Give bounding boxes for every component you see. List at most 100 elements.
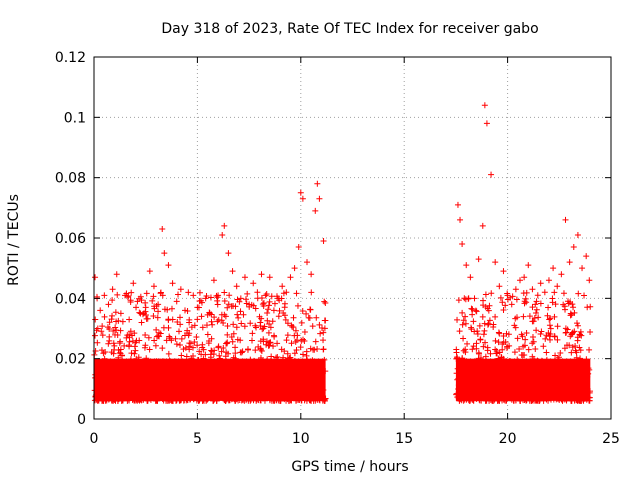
data-point [255,385,262,392]
data-point [260,300,267,307]
data-point [166,370,173,377]
data-point [502,339,509,346]
data-point [196,289,203,296]
data-point [531,315,538,322]
data-point [108,375,115,382]
data-point [288,340,295,347]
data-point [169,280,176,287]
data-point [312,207,319,214]
data-point [529,369,536,376]
data-point [133,368,140,375]
data-point [463,396,470,403]
data-point [140,394,147,401]
data-point [492,259,499,266]
data-point [459,321,466,328]
data-point [195,362,202,369]
data-point [470,397,477,404]
data-point [225,250,232,257]
data-point [513,296,520,303]
data-point [463,382,470,389]
data-point [533,306,540,313]
data-point [584,395,591,402]
y-tick-label: 0 [77,412,86,428]
data-point [261,392,268,399]
data-point [297,344,304,351]
data-point [528,386,535,393]
data-point [92,274,99,281]
data-point [137,293,144,300]
data-point [531,386,538,393]
data-point [268,395,275,402]
data-point [136,337,143,344]
data-point [311,346,318,353]
data-point [476,384,483,391]
data-point [317,390,324,397]
data-point [579,377,586,384]
data-point [176,393,183,400]
data-point [477,336,484,343]
data-point [266,274,273,281]
data-point [481,102,488,109]
data-point [292,393,299,400]
data-point [574,320,581,327]
data-point [95,364,102,371]
data-point [486,317,493,324]
data-point [460,335,467,342]
data-point [101,355,108,362]
data-point [495,369,502,376]
data-point [124,397,131,404]
data-point [125,396,132,403]
data-point [495,339,502,346]
data-point [221,396,228,403]
data-point [234,296,241,303]
data-point [159,345,166,352]
data-point [314,363,321,370]
data-point [133,355,140,362]
data-point [215,292,222,299]
data-point [224,331,231,338]
data-point [215,393,222,400]
data-point [238,378,245,385]
data-point [565,300,572,307]
data-point [136,309,143,316]
data-point [296,359,303,366]
data-point [282,316,289,323]
data-point [161,387,168,394]
data-point [459,241,466,248]
data-point [502,393,509,400]
data-point [122,371,129,378]
data-point [529,334,536,341]
data-point [131,343,138,350]
data-point [165,324,172,331]
data-point [300,387,307,394]
data-point [146,346,153,353]
data-point [477,354,484,361]
data-point [145,394,152,401]
data-point [142,299,149,306]
data-point [316,195,323,202]
data-point [554,323,561,330]
data-point [494,365,501,372]
data-point [563,329,570,336]
data-point [278,346,285,353]
data-point [163,397,170,404]
data-point [291,265,298,272]
data-point [320,238,327,245]
data-point [187,365,194,372]
data-point [115,354,122,361]
data-point [500,306,507,313]
data-point [122,292,129,299]
data-point [142,365,149,372]
data-point [545,360,552,367]
data-point [477,393,484,400]
data-point [554,355,561,362]
data-point [185,359,192,366]
data-point [579,265,586,272]
data-point [240,311,247,318]
data-point [273,397,280,404]
data-point [240,396,247,403]
data-point [102,390,109,397]
data-point [503,366,510,373]
data-point [479,313,486,320]
data-point [314,379,321,386]
